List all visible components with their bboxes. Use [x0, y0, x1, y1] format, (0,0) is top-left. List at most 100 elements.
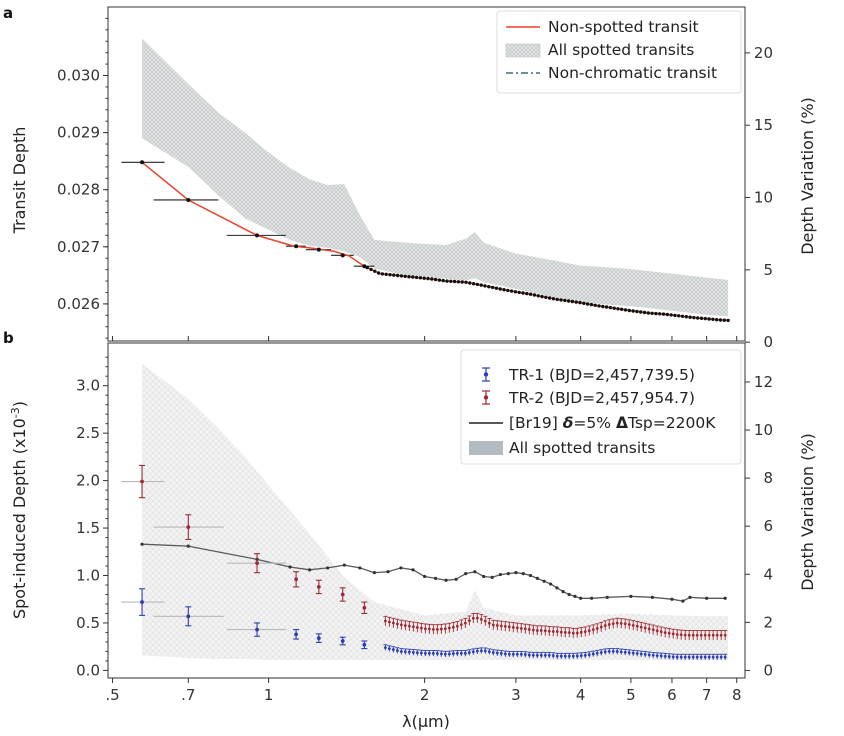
tr1-dense-80: [703, 653, 708, 660]
tr1-dense-dot-50: [583, 653, 587, 657]
tr1-dense-dot-55: [603, 650, 607, 654]
panel-b-marks: [121, 464, 728, 660]
tr1-dense-32: [511, 650, 516, 658]
tr1-dense-dot-26: [487, 650, 491, 654]
model-point-20: [498, 572, 502, 577]
transit-point-41: [521, 291, 525, 295]
transit-point-80: [669, 313, 673, 317]
tr2-dense-45: [563, 627, 568, 638]
tr2-dense-12: [431, 624, 436, 635]
model-point-21: [506, 572, 510, 576]
tr1-dense-49: [579, 652, 584, 659]
a-ytick-label-3: 0.029: [57, 124, 100, 142]
tr1-dense-17: [451, 650, 456, 657]
transit-point-53: [566, 299, 571, 303]
transit-point-34: [494, 286, 499, 290]
tr1-dense-dot-42: [551, 654, 555, 658]
tr1-dense-dot-10: [423, 651, 427, 655]
transit-point-79: [665, 312, 669, 317]
b-xtick-label-2: 1: [264, 686, 274, 704]
tr2-dense-dot-68: [655, 629, 659, 633]
tr1-dense-50: [583, 652, 588, 659]
model-point-7: [358, 566, 362, 570]
tr1-dense-37: [531, 651, 536, 659]
tr1-dense-dot-78: [695, 655, 699, 659]
tr2-dense-dot-76: [687, 633, 691, 637]
tr2-dense-14: [439, 623, 444, 634]
tr2-dot-4: [316, 584, 321, 589]
tr2-dense-48: [575, 627, 580, 638]
tr2-dense-5: [403, 620, 408, 631]
tr2-dense-dot-46: [567, 631, 571, 634]
tr1-dense-dot-23: [475, 649, 479, 653]
legend-spotted-swatch: [505, 43, 541, 58]
b-rtick-label-5: 10: [754, 421, 773, 439]
tr2-dense-dot-57: [611, 622, 615, 626]
transit-point-27: [468, 281, 472, 285]
tr1-dense-81: [707, 653, 712, 660]
tr1-dense-dot-34: [519, 652, 523, 656]
model-point-32: [579, 596, 583, 600]
tr2-dense-65: [643, 622, 648, 633]
b-ytick-label-6: 3.0: [76, 377, 100, 395]
tr1-dense-dot-33: [515, 652, 519, 656]
tr2-dense-dot-54: [599, 625, 603, 629]
transit-point-72: [639, 310, 643, 314]
transit-point-60: [593, 303, 597, 307]
transit-point-46: [540, 294, 544, 299]
tr1-dense-dot-48: [575, 654, 579, 658]
tr2-dense-dot-79: [699, 633, 703, 637]
b-rtick-label-0: 0: [763, 661, 773, 679]
tr2-dense-78: [695, 630, 700, 641]
tr2-dense-21: [467, 615, 472, 626]
tr2-dense-dot-19: [459, 623, 463, 627]
transit-point-47: [544, 295, 548, 299]
tr2-dense-dot-27: [491, 623, 495, 627]
a-rtick-label-3: 15: [754, 116, 773, 134]
tr2-dense-83: [715, 630, 720, 641]
transit-point-26: [464, 280, 468, 284]
tr2-dense-dot-22: [471, 616, 475, 620]
tr2-dense-dot-82: [711, 633, 715, 637]
tr2-dense-dot-58: [615, 621, 619, 625]
tr2-dense-80: [703, 630, 708, 641]
tr1-dense-dot-65: [643, 653, 647, 656]
tr2-dense-dot-10: [423, 627, 427, 631]
tr2-dense-10: [423, 623, 428, 634]
b-xtick-label-1: .7: [181, 686, 195, 704]
transit-point-91: [711, 317, 715, 321]
tr2-dense-dot-3: [395, 622, 399, 626]
panel-b-label: b: [3, 329, 14, 347]
transit-point-15: [422, 276, 426, 280]
b-xtick-label-0: .5: [105, 686, 119, 704]
tr2-dense-53: [595, 623, 600, 634]
tr2-dense-dot-1: [387, 620, 391, 624]
transit-point-86: [692, 315, 696, 320]
tr2-dense-dot-73: [675, 633, 679, 636]
tr1-dense-27: [491, 649, 496, 656]
panel-a-legend: Non-spotted transit All spotted transits…: [496, 10, 742, 94]
a-rtick-label-1: 5: [763, 261, 773, 279]
tr2-dense-dot-84: [719, 633, 723, 637]
tr2-dense-15: [443, 623, 448, 634]
a-rtick-label-4: 20: [754, 44, 773, 62]
tr2-dense-dot-66: [647, 627, 651, 631]
tr1-dense-40: [543, 651, 548, 659]
tr1-dense-14: [439, 650, 444, 657]
tr1-dense-dot-67: [651, 653, 655, 657]
tr1-dot-4: [316, 636, 321, 641]
legend-model-tsp: Tsp=2200K: [627, 414, 716, 432]
tr1-dense-dot-46: [567, 654, 571, 658]
tr2-dense-dot-43: [555, 630, 559, 633]
model-point-16: [464, 572, 468, 576]
transit-point-77: [658, 312, 662, 316]
tr1-dense-36: [527, 651, 532, 658]
tr2-dense-63: [635, 621, 640, 631]
b-ytick-label-1: 0.5: [76, 614, 100, 632]
tr2-dense-33: [515, 622, 520, 633]
tr1-point-0: [139, 588, 146, 616]
tr2-dense-dot-29: [499, 624, 503, 628]
transit-point-10: [403, 274, 407, 278]
tr2-dense-dot-28: [495, 624, 499, 627]
transit-point-65: [612, 306, 616, 310]
